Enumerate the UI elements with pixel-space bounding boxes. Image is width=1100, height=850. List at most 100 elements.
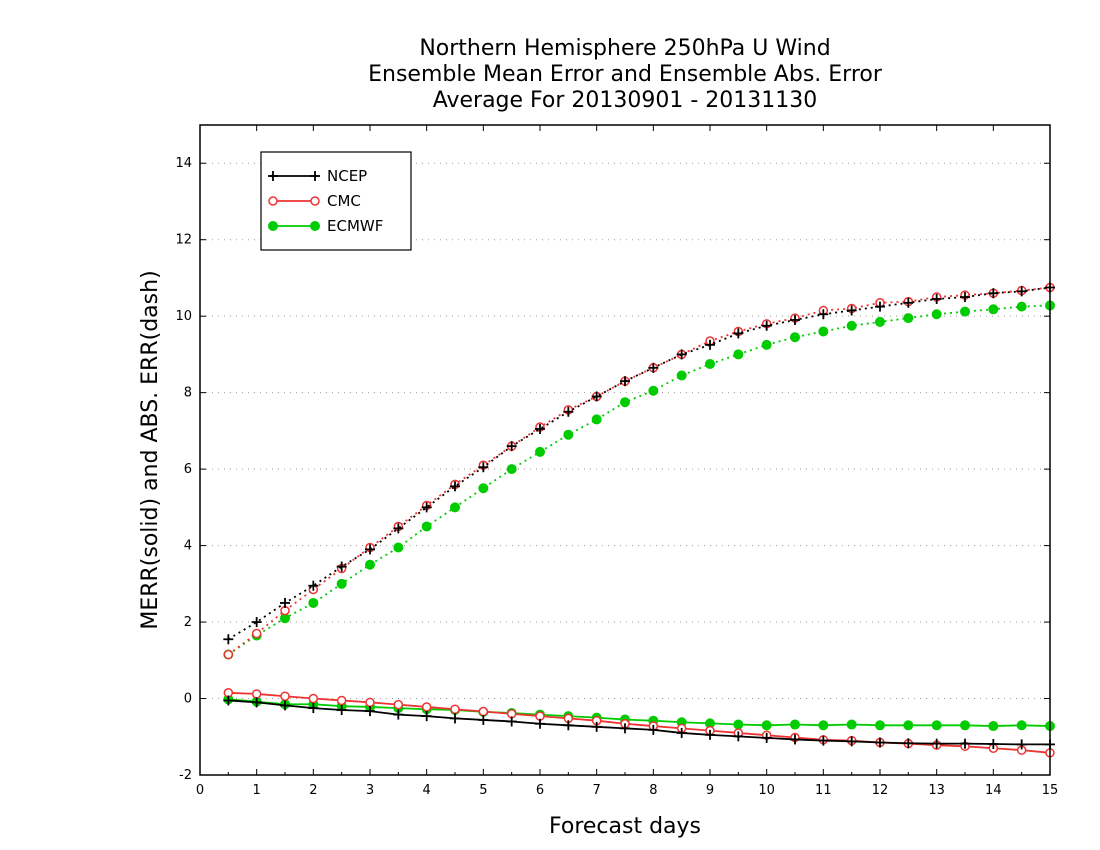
ncep-abs-err-point [705,339,715,350]
ncep-merr-point [421,711,432,722]
ncep-merr-point [818,735,829,746]
ecmwf-abs-err-point [733,349,744,360]
cmc-merr-point [280,691,290,701]
cmc-abs-err-point [223,649,234,660]
ncep-merr-point [393,709,404,720]
ncep-merr-point [223,695,234,706]
x-tick-label: 8 [649,783,657,798]
chart-title-line-1: Northern Hemisphere 250hPa U Wind [419,36,831,61]
x-tick-label: 14 [985,783,1002,798]
ncep-abs-err-point [1016,286,1027,297]
ecmwf-merr-point [988,721,999,732]
x-axis-title: Forecast days [549,814,701,839]
ncep-merr-point [563,720,574,731]
chart-title-line-3: Average For 20130901 - 20131130 [432,88,818,113]
ncep-abs-err-point [620,376,630,387]
y-tick-label: 6 [184,462,192,477]
y-axis-title: MERR(solid) and ABS. ERR(dash) [138,270,163,629]
ecmwf-abs-err-line [227,304,1051,656]
ncep-abs-err-point [875,301,885,312]
chart-title-line-2: Ensemble Mean Error and Ensemble Abs. Er… [368,62,882,87]
ncep-merr-point [591,721,602,732]
ncep-merr-point [761,732,772,743]
ncep-abs-err-point [336,561,347,572]
ncep-abs-err-point [903,297,914,308]
ecmwf-merr-point [931,720,942,731]
legend-item-cmc: CMC [268,192,361,210]
ecmwf-abs-err-point [648,385,659,396]
ecmwf-abs-err-point [336,578,347,589]
legend-label-ecmwf: ECMWF [327,217,383,235]
cmc-merr-point [393,699,404,710]
x-tick-label: 0 [196,783,204,798]
x-tick-label: 4 [423,783,431,798]
ecmwf-merr-point [790,719,800,730]
ncep-abs-err-point [846,305,857,316]
x-tick-label: 5 [479,783,487,798]
ecmwf-abs-err-point [591,414,602,425]
ecmwf-abs-err-point [903,313,914,324]
x-tick-label: 2 [309,783,317,798]
ncep-abs-err-point [563,406,574,417]
ecmwf-abs-err-point [960,306,970,317]
ncep-abs-err-point [648,362,659,373]
legend-marker-right-ecmwf [310,221,320,231]
x-tick-label: 6 [536,783,544,798]
ecmwf-abs-err-point [450,502,460,513]
ncep-merr-point [676,727,687,738]
legend-marker-left-ecmwf [268,221,278,231]
ecmwf-abs-err-point [535,446,545,457]
ncep-abs-err-point [535,423,545,434]
chart-title: Northern Hemisphere 250hPa U Wind Ensemb… [200,36,1050,114]
ncep-abs-err-point [308,580,319,591]
ncep-abs-err-point [365,544,375,555]
cmc-merr-point [308,693,319,704]
ncep-abs-err-point [676,349,687,360]
ecmwf-merr-point [960,720,970,731]
ncep-merr-point [280,700,290,711]
ncep-merr-point [1016,739,1027,750]
ncep-merr-point [620,723,630,734]
ncep-merr-point [846,736,857,747]
ecmwf-abs-err-point [988,304,999,315]
ncep-abs-err-point [591,391,602,402]
series-ecmwf [223,300,1055,732]
legend-item-ncep: NCEP [268,167,367,185]
y-tick-label: -2 [179,768,192,783]
ecmwf-merr-point [1016,720,1027,731]
ncep-merr-point [365,706,375,717]
ncep-merr-point [450,713,460,724]
ecmwf-merr-point [903,720,914,731]
ncep-merr-point [733,731,744,742]
ncep-merr-point [903,738,914,749]
ecmwf-abs-err-point [393,542,404,553]
ncep-merr-point [308,703,319,714]
ncep-merr-point [875,737,885,748]
ecmwf-abs-err-point [421,521,432,532]
ecmwf-merr-line [228,698,1051,727]
ecmwf-abs-err-point [478,483,489,494]
y-tick-label: 8 [184,386,192,401]
cmc-abs-err-line [227,286,1051,656]
ncep-abs-err-point [931,293,942,304]
x-tick-label: 12 [872,783,889,798]
ecmwf-abs-err-point [563,429,574,440]
ecmwf-abs-err-point [365,559,375,570]
y-tick-label: 2 [184,615,192,630]
series-ncep [223,282,1055,750]
ncep-abs-err-point [733,328,744,339]
x-tick-label: 7 [593,783,601,798]
ncep-merr-point [506,716,517,727]
ecmwf-abs-err-point [705,358,715,369]
ecmwf-merr-point [818,720,829,731]
legend-label-ncep: NCEP [327,167,367,185]
cmc-merr-point [336,695,347,706]
cmc-merr-point [251,689,262,699]
ecmwf-abs-err-point [1016,301,1027,312]
ncep-abs-err-point [790,315,800,325]
x-tick-label: 1 [253,783,261,798]
ncep-merr-point [648,724,659,735]
ncep-abs-err-point [506,441,517,452]
ncep-abs-err-point [280,597,290,608]
